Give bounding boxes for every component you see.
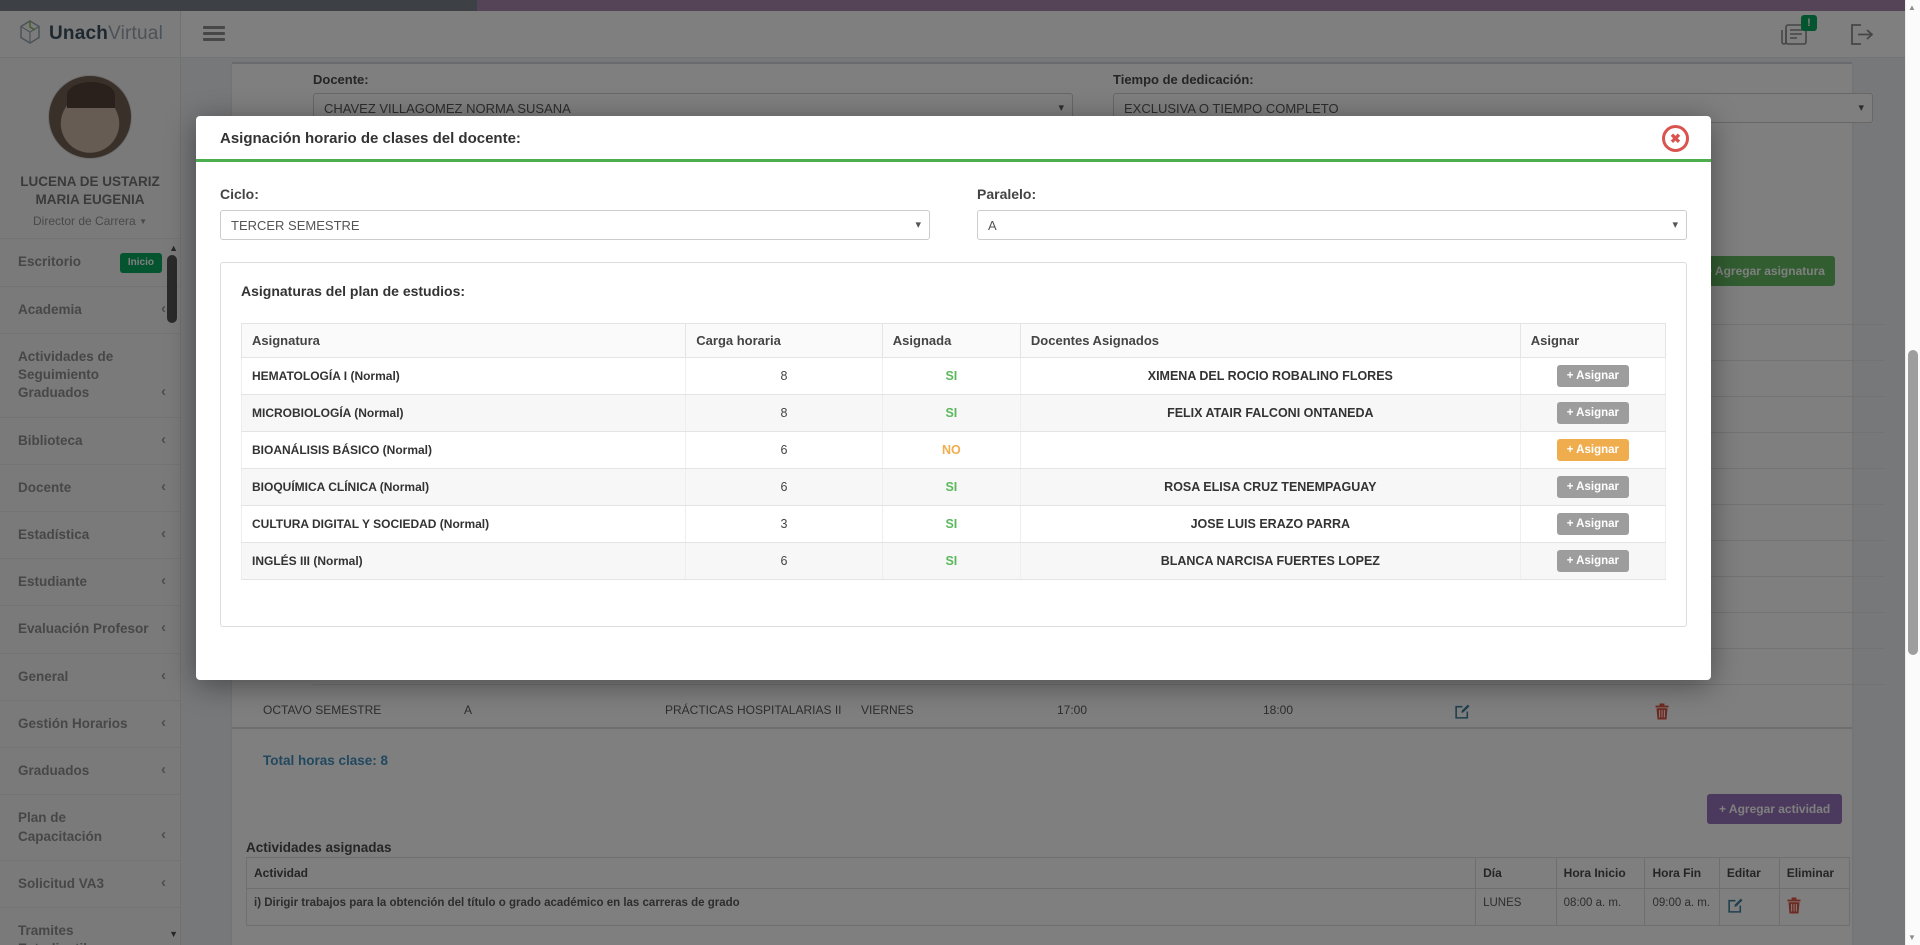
asignatura-name: BIOQUÍMICA CLÍNICA (Normal) bbox=[240, 468, 687, 506]
asignada-status: NO bbox=[881, 431, 1021, 469]
asignaturas-header-row: Asignatura Carga horaria Asignada Docent… bbox=[240, 323, 1667, 358]
ciclo-select[interactable]: TERCER SEMESTRE bbox=[220, 210, 930, 240]
modal-title: Asignación horario de clases del docente… bbox=[220, 130, 521, 147]
scrollbar-down-arrow-icon[interactable]: ▼ bbox=[1908, 933, 1916, 942]
carga-horaria: 6 bbox=[685, 542, 883, 580]
header-docentes-asignados: Docentes Asignados bbox=[1019, 323, 1521, 358]
carga-horaria: 8 bbox=[685, 357, 883, 395]
carga-horaria: 3 bbox=[685, 505, 883, 543]
asignar-button[interactable]: + Asignar bbox=[1556, 476, 1630, 498]
asignatura-name: BIOANÁLISIS BÁSICO (Normal) bbox=[240, 431, 687, 469]
asignada-status: SI bbox=[881, 357, 1021, 395]
asignaturas-panel: Asignaturas del plan de estudios: Asigna… bbox=[220, 262, 1687, 627]
asignatura-name: MICROBIOLOGÍA (Normal) bbox=[240, 394, 687, 432]
paralelo-select[interactable]: A bbox=[977, 210, 1687, 240]
docente-asignado bbox=[1019, 431, 1521, 469]
carga-horaria: 6 bbox=[685, 431, 883, 469]
docente-asignado: JOSE LUIS ERAZO PARRA bbox=[1019, 505, 1521, 543]
asignar-button[interactable]: + Asignar bbox=[1556, 513, 1630, 535]
asignaturas-panel-title: Asignaturas del plan de estudios: bbox=[241, 283, 466, 299]
asignatura-row-ingles: INGLÉS III (Normal) 6 SI BLANCA NARCISA … bbox=[240, 542, 1667, 580]
header-asignada: Asignada bbox=[881, 323, 1021, 358]
paralelo-select-wrap: A ▾ bbox=[977, 210, 1687, 240]
header-carga-horaria: Carga horaria bbox=[685, 323, 883, 358]
asignatura-row-bioanalisis: BIOANÁLISIS BÁSICO (Normal) 6 NO + Asign… bbox=[240, 431, 1667, 469]
docente-asignado: FELIX ATAIR FALCONI ONTANEDA bbox=[1019, 394, 1521, 432]
asignada-status: SI bbox=[881, 505, 1021, 543]
docente-asignado: XIMENA DEL ROCIO ROBALINO FLORES bbox=[1019, 357, 1521, 395]
asignada-status: SI bbox=[881, 394, 1021, 432]
asignatura-row-microbiologia: MICROBIOLOGÍA (Normal) 8 SI FELIX ATAIR … bbox=[240, 394, 1667, 432]
asignatura-row-bioquimica: BIOQUÍMICA CLÍNICA (Normal) 6 SI ROSA EL… bbox=[240, 468, 1667, 506]
asignar-button[interactable]: + Asignar bbox=[1556, 365, 1630, 387]
asignatura-name: CULTURA DIGITAL Y SOCIEDAD (Normal) bbox=[240, 505, 687, 543]
asignada-status: SI bbox=[881, 542, 1021, 580]
carga-horaria: 6 bbox=[685, 468, 883, 506]
asignaturas-table: Asignatura Carga horaria Asignada Docent… bbox=[240, 323, 1667, 580]
asignada-status: SI bbox=[881, 468, 1021, 506]
header-asignar: Asignar bbox=[1519, 323, 1667, 358]
asignar-button[interactable]: + Asignar bbox=[1556, 439, 1630, 461]
modal-header: Asignación horario de clases del docente… bbox=[196, 116, 1711, 162]
scrollbar-up-arrow-icon[interactable]: ▲ bbox=[1908, 3, 1916, 12]
modal-body: Ciclo: TERCER SEMESTRE ▾ Paralelo: A ▾ A… bbox=[196, 162, 1711, 651]
header-asignatura: Asignatura bbox=[240, 323, 687, 358]
asignatura-name: HEMATOLOGÍA I (Normal) bbox=[240, 357, 687, 395]
page-scrollbar[interactable]: ▲ ▼ bbox=[1905, 0, 1920, 945]
scrollbar-thumb[interactable] bbox=[1908, 350, 1918, 655]
asignatura-row-hematologia: HEMATOLOGÍA I (Normal) 8 SI XIMENA DEL R… bbox=[240, 357, 1667, 395]
paralelo-label: Paralelo: bbox=[977, 186, 1037, 202]
docente-asignado: ROSA ELISA CRUZ TENEMPAGUAY bbox=[1019, 468, 1521, 506]
asignacion-horario-modal: Asignación horario de clases del docente… bbox=[196, 116, 1711, 680]
carga-horaria: 8 bbox=[685, 394, 883, 432]
loading-progress-bar bbox=[0, 0, 1905, 11]
asignatura-row-cultura-digital: CULTURA DIGITAL Y SOCIEDAD (Normal) 3 SI… bbox=[240, 505, 1667, 543]
ciclo-label: Ciclo: bbox=[220, 186, 259, 202]
docente-asignado: BLANCA NARCISA FUERTES LOPEZ bbox=[1019, 542, 1521, 580]
ciclo-select-wrap: TERCER SEMESTRE ▾ bbox=[220, 210, 930, 240]
asignar-button[interactable]: + Asignar bbox=[1556, 550, 1630, 572]
asignatura-name: INGLÉS III (Normal) bbox=[240, 542, 687, 580]
asignar-button[interactable]: + Asignar bbox=[1556, 402, 1630, 424]
close-icon[interactable]: ✖ bbox=[1662, 125, 1689, 152]
